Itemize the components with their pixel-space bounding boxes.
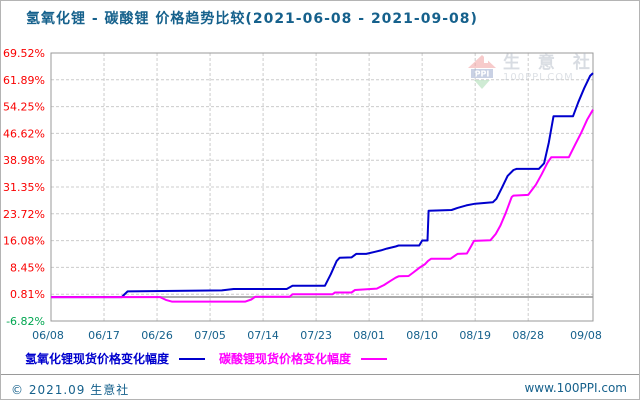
y-tick-label: 54.25%	[3, 101, 45, 114]
x-tick-label: 07/05	[194, 329, 226, 342]
legend-item-li2CO3: 碳酸锂现货价格变化幅度	[219, 350, 388, 367]
x-tick-label: 07/23	[300, 329, 332, 342]
y-tick-label: 0.81%	[10, 288, 45, 301]
legend-item-liOH: 氢氧化锂现货价格变化幅度	[25, 350, 206, 367]
series-line-1	[51, 109, 594, 303]
legend: 氢氧化锂现货价格变化幅度 碳酸锂现货价格变化幅度	[25, 350, 401, 367]
chart-title: 氢氧化锂 - 碳酸锂 价格趋势比较(2021-06-08 - 2021-09-0…	[26, 11, 478, 27]
footer: © 2021.09 生意社 www.100PPI.com	[1, 379, 639, 399]
x-tick-label: 08/10	[406, 329, 438, 342]
x-tick-label: 08/01	[353, 329, 385, 342]
plot-border	[50, 52, 594, 322]
y-tick-label: 8.45%	[10, 261, 45, 274]
legend-label-li2CO3: 碳酸锂现货价格变化幅度	[219, 352, 352, 366]
footer-site-link: www.100PPI.com	[524, 381, 627, 395]
footer-divider	[1, 374, 639, 375]
legend-line-liOH	[179, 357, 206, 360]
x-tick-label: 06/08	[32, 329, 64, 342]
y-tick-label: 61.89%	[3, 74, 45, 87]
x-tick-label: 08/19	[459, 329, 491, 342]
x-tick-label: 06/17	[88, 329, 120, 342]
y-tick-label: 31.35%	[3, 181, 45, 194]
y-tick-label: 23.72%	[3, 208, 45, 221]
y-tick-label: -6.82%	[6, 315, 45, 328]
y-tick-label: 38.98%	[3, 154, 45, 167]
legend-label-liOH: 氢氧化锂现货价格变化幅度	[25, 352, 170, 366]
x-tick-label: 09/08	[570, 329, 602, 342]
legend-line-li2CO3	[361, 357, 388, 360]
y-tick-label: 69.52%	[3, 47, 45, 60]
y-tick-label: 46.62%	[3, 127, 45, 140]
x-tick-label: 08/28	[512, 329, 544, 342]
x-tick-label: 07/14	[247, 329, 279, 342]
y-tick-label: 16.08%	[3, 235, 45, 248]
series-line-0	[51, 72, 594, 299]
footer-copyright: © 2021.09 生意社	[11, 383, 130, 397]
x-tick-label: 06/26	[141, 329, 173, 342]
